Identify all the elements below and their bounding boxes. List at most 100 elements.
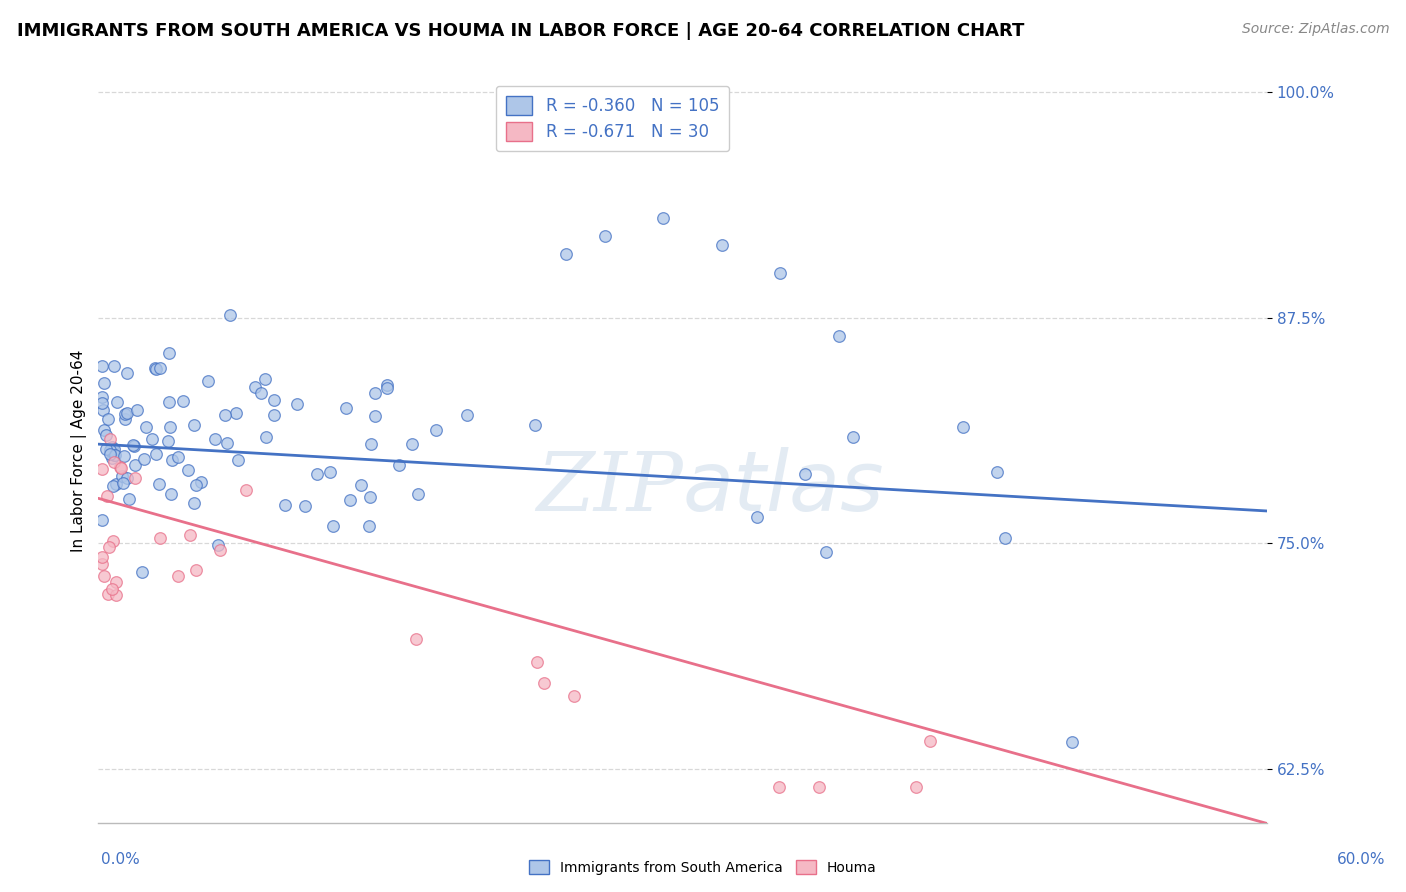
Point xyxy=(125,403,148,417)
Point xyxy=(93,376,115,390)
Point xyxy=(256,430,278,444)
Point xyxy=(827,328,849,343)
Legend: Immigrants from South America, Houma: Immigrants from South America, Houma xyxy=(523,855,883,880)
Point xyxy=(157,346,180,360)
Point xyxy=(360,491,382,505)
Point xyxy=(132,452,155,467)
Point xyxy=(814,544,837,558)
Point xyxy=(183,418,205,433)
Point xyxy=(263,409,285,423)
Point xyxy=(243,380,266,394)
Point xyxy=(115,366,138,380)
Point xyxy=(456,408,478,422)
Point xyxy=(94,428,117,442)
Point xyxy=(172,394,194,409)
Point xyxy=(131,566,153,580)
Point xyxy=(101,479,124,493)
Point xyxy=(364,385,387,400)
Point xyxy=(100,440,122,454)
Point xyxy=(103,534,125,549)
Point xyxy=(1062,735,1084,749)
Point xyxy=(97,411,120,425)
Text: Source: ZipAtlas.com: Source: ZipAtlas.com xyxy=(1241,22,1389,37)
Point xyxy=(526,656,548,670)
Point xyxy=(149,361,172,376)
Point xyxy=(96,489,118,503)
Point xyxy=(166,450,188,464)
Point xyxy=(114,407,136,421)
Point xyxy=(160,487,183,501)
Point xyxy=(322,519,344,533)
Point xyxy=(98,443,121,458)
Text: ZIP: ZIP xyxy=(536,448,683,528)
Point xyxy=(905,780,928,795)
Point xyxy=(406,487,429,501)
Point xyxy=(375,377,398,392)
Point xyxy=(122,439,145,453)
Point xyxy=(101,582,124,596)
Point xyxy=(167,569,190,583)
Point xyxy=(562,689,585,703)
Point xyxy=(98,432,121,446)
Point xyxy=(214,408,236,422)
Point xyxy=(160,453,183,467)
Point xyxy=(190,475,212,489)
Point xyxy=(105,575,128,590)
Point xyxy=(360,437,382,451)
Point xyxy=(98,447,121,461)
Point xyxy=(401,437,423,451)
Point xyxy=(197,374,219,388)
Point xyxy=(375,381,398,395)
Point xyxy=(114,412,136,426)
Point xyxy=(159,395,181,409)
Point xyxy=(91,359,114,373)
Point xyxy=(842,429,865,443)
Point xyxy=(91,462,114,476)
Point xyxy=(357,518,380,533)
Point xyxy=(91,403,114,417)
Point xyxy=(524,417,547,432)
Point xyxy=(110,461,132,475)
Point xyxy=(121,438,143,452)
Point xyxy=(793,467,815,481)
Point xyxy=(184,563,207,577)
Point xyxy=(96,442,118,456)
Point xyxy=(103,442,125,456)
Text: atlas: atlas xyxy=(683,447,884,528)
Point xyxy=(207,538,229,552)
Point xyxy=(91,390,114,404)
Point xyxy=(135,420,157,434)
Point xyxy=(225,406,247,420)
Point xyxy=(145,361,167,376)
Point xyxy=(105,395,128,409)
Point xyxy=(115,406,138,420)
Point xyxy=(149,531,172,545)
Point xyxy=(554,247,576,261)
Point xyxy=(208,543,231,558)
Point xyxy=(143,360,166,375)
Point xyxy=(103,359,125,373)
Point xyxy=(159,419,181,434)
Point xyxy=(235,483,257,497)
Point xyxy=(745,509,768,524)
Point xyxy=(157,434,180,448)
Point xyxy=(98,540,121,554)
Point xyxy=(104,448,127,462)
Point xyxy=(91,550,114,565)
Point xyxy=(105,588,128,602)
Point xyxy=(145,447,167,461)
Point xyxy=(219,308,242,322)
Point xyxy=(253,372,276,386)
Point xyxy=(141,432,163,446)
Point xyxy=(204,432,226,446)
Point xyxy=(533,676,555,690)
Point xyxy=(425,424,447,438)
Point xyxy=(952,420,974,434)
Text: IMMIGRANTS FROM SOUTH AMERICA VS HOUMA IN LABOR FORCE | AGE 20-64 CORRELATION CH: IMMIGRANTS FROM SOUTH AMERICA VS HOUMA I… xyxy=(17,22,1024,40)
Point xyxy=(364,409,387,423)
Point xyxy=(111,468,134,483)
Point xyxy=(148,476,170,491)
Point xyxy=(124,471,146,485)
Point xyxy=(918,733,941,747)
Point xyxy=(993,531,1015,545)
